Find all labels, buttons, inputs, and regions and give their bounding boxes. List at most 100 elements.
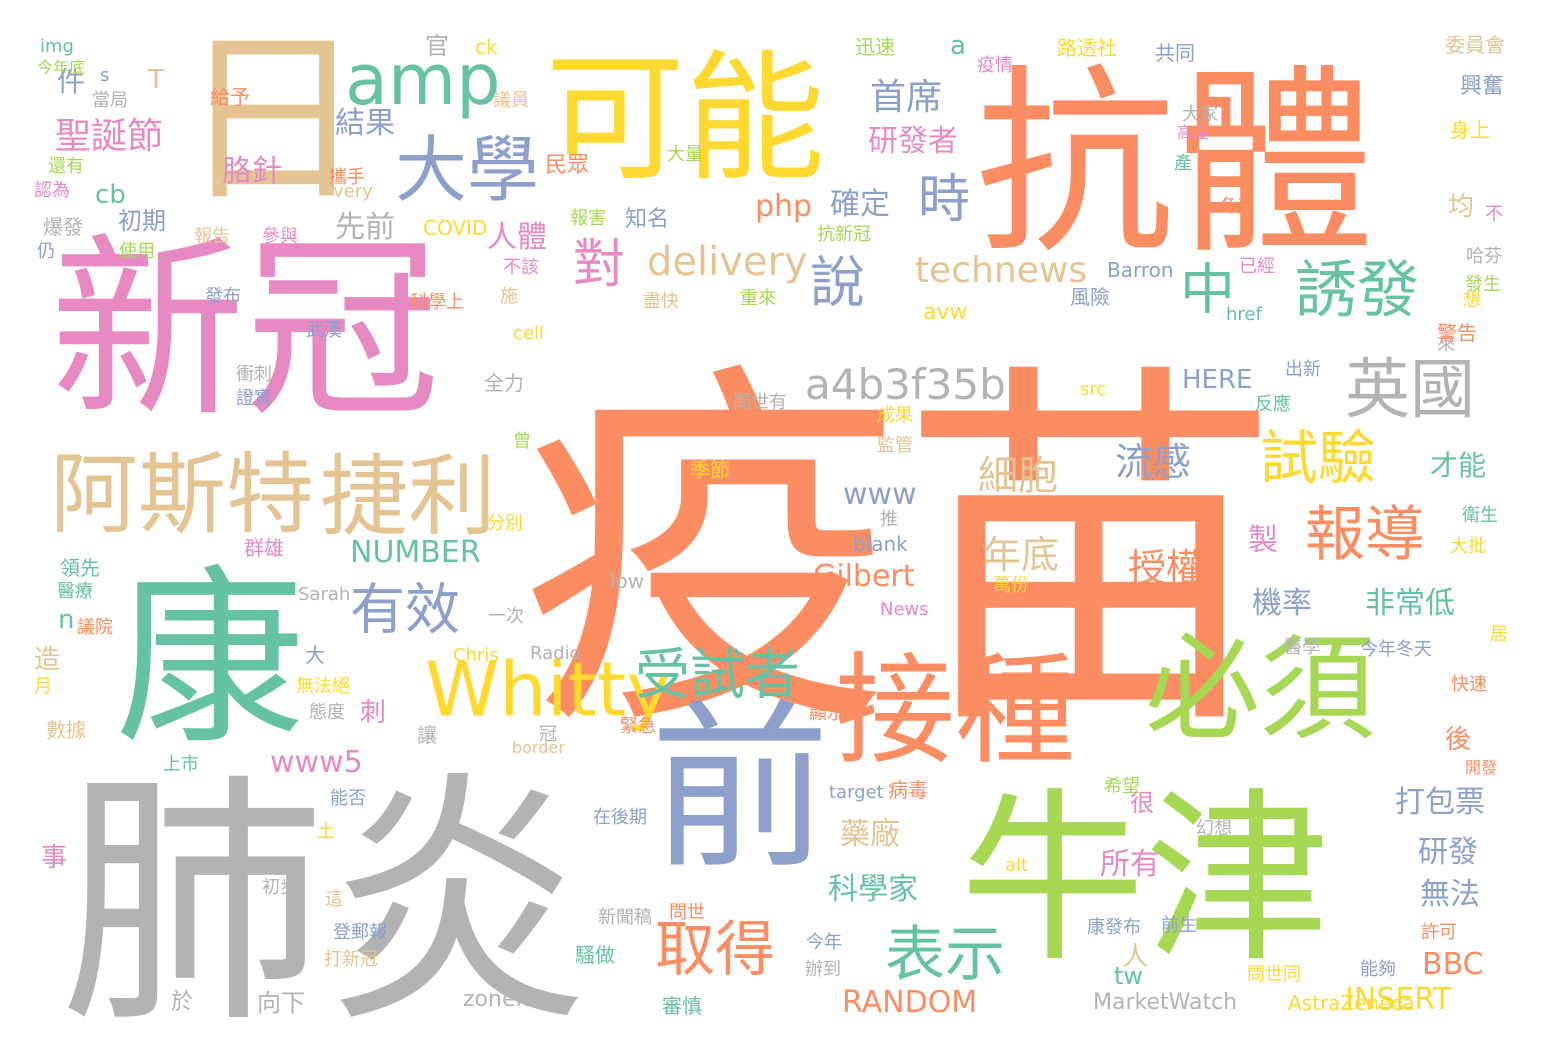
word-cloud-term: 無法 xyxy=(1420,877,1480,912)
word-cloud-term: 流感 xyxy=(1115,440,1192,484)
word-cloud-term: 接種 xyxy=(835,642,1075,781)
word-cloud-term: zoneid xyxy=(463,987,536,1012)
word-cloud-term: 許可 xyxy=(1421,922,1457,943)
word-cloud-term: 議員 xyxy=(493,90,529,111)
word-cloud-term: 知名 xyxy=(625,207,670,232)
word-cloud-term: 英國 xyxy=(1345,352,1476,428)
word-cloud-term: 機率 xyxy=(1252,586,1312,621)
word-cloud-term: 身上 xyxy=(1450,118,1490,142)
word-cloud-term: 武漢 xyxy=(306,320,342,341)
word-cloud-term: 認為 xyxy=(34,180,70,201)
word-cloud-term: 風險 xyxy=(1070,285,1110,309)
word-cloud-term: tw xyxy=(1114,962,1144,990)
word-cloud-term: 對 xyxy=(573,235,626,295)
word-cloud-term: very xyxy=(333,181,373,202)
word-cloud-term: 大批 xyxy=(1450,536,1486,557)
word-cloud-term: 均 xyxy=(1448,192,1475,222)
word-cloud-term: 月 xyxy=(34,676,52,697)
word-cloud-term: 盡快 xyxy=(643,291,679,312)
word-cloud-term: 大家 xyxy=(1182,104,1218,125)
word-cloud-term: 數據 xyxy=(46,718,86,742)
word-cloud-term: 中 xyxy=(1180,257,1236,322)
word-cloud-term: 病毒 xyxy=(888,778,928,802)
word-cloud-term: 共同 xyxy=(1155,41,1195,65)
word-cloud-term: 問世 xyxy=(669,902,705,923)
word-cloud-term: 爆發 xyxy=(43,215,83,239)
word-cloud-term: 取得 xyxy=(655,915,775,985)
word-cloud-term: 報害 xyxy=(570,208,606,229)
word-cloud-term: 事 xyxy=(41,843,68,873)
word-cloud-term: Chris xyxy=(453,645,499,666)
word-cloud-term: s xyxy=(100,65,110,86)
word-cloud-term: target xyxy=(829,782,884,803)
word-cloud-term: 大學 xyxy=(395,128,540,212)
word-cloud-term: 聖誕節 xyxy=(55,116,164,157)
word-cloud-term: Whitty xyxy=(425,645,671,734)
word-cloud-term: 發布 xyxy=(205,286,241,307)
word-cloud-term: 顯示 xyxy=(809,703,845,724)
word-cloud-term: 後 xyxy=(1445,725,1472,755)
word-cloud-term: amp xyxy=(345,39,501,121)
word-cloud-term: delivery xyxy=(647,239,808,285)
word-cloud-term: 仍 xyxy=(37,241,55,262)
word-cloud-term: 前生 xyxy=(1161,915,1197,936)
word-cloud-term: src xyxy=(1080,379,1107,400)
word-cloud-term: 牛津 xyxy=(960,771,1330,988)
word-cloud-term: 大 xyxy=(305,643,325,667)
word-cloud-term: 快速 xyxy=(1451,674,1487,695)
word-cloud-term: 證實 xyxy=(236,388,272,409)
word-cloud-term: low xyxy=(610,569,645,593)
word-cloud-term: 今年 xyxy=(806,932,842,953)
word-cloud-term: 冠 xyxy=(539,724,557,745)
word-cloud-term: 有效 xyxy=(350,577,461,642)
word-cloud-term: php xyxy=(755,189,813,224)
word-cloud-term: 肺炎 xyxy=(60,750,590,1052)
word-cloud-term: 科學上 xyxy=(410,292,464,313)
word-cloud-term: 報告 xyxy=(194,226,230,247)
word-cloud-term: 無法絕 xyxy=(296,676,350,697)
word-cloud-term: blank xyxy=(853,532,908,556)
word-cloud-term: 初步 xyxy=(262,877,298,898)
word-cloud-term: 捷利 xyxy=(320,445,497,548)
word-cloud-term: 萬份 xyxy=(993,575,1029,596)
word-cloud-term: 發生 xyxy=(1465,274,1501,295)
word-cloud-term: 時 xyxy=(918,170,971,230)
word-cloud-term: NUMBER xyxy=(350,535,481,570)
word-cloud-term: 向下 xyxy=(257,989,305,1017)
word-cloud-term: ck xyxy=(475,35,498,59)
word-cloud-term: 首席 xyxy=(870,77,943,118)
word-cloud-term: 在後期 xyxy=(593,807,647,828)
word-cloud-term: 衛生 xyxy=(1462,505,1498,526)
word-cloud-term: href xyxy=(1226,304,1262,325)
word-cloud-term: INSERT xyxy=(1345,982,1452,1017)
word-cloud-term: 態度 xyxy=(309,702,345,723)
word-cloud-term: 初期 xyxy=(118,207,166,235)
word-cloud-term: 醫療 xyxy=(57,581,93,602)
word-cloud-term: 群雄 xyxy=(244,536,284,560)
word-cloud-term: 領先 xyxy=(60,556,100,580)
word-cloud-term: 來 xyxy=(1437,334,1455,355)
word-cloud-term: 年底 xyxy=(983,533,1060,577)
word-cloud-term: 很 xyxy=(1130,789,1154,817)
word-cloud-term: 造 xyxy=(34,645,61,675)
word-cloud-term: 康 xyxy=(115,549,306,770)
word-cloud-term: a4b3f35b xyxy=(805,360,1006,409)
word-cloud-term: 人 xyxy=(1118,942,1148,968)
word-cloud-term: 確定 xyxy=(830,187,890,222)
word-cloud-term: Sarah xyxy=(298,584,351,605)
word-cloud-term: 問世同 xyxy=(1247,964,1301,985)
word-cloud-term: 阿斯特 xyxy=(50,443,315,546)
word-cloud-term: Barron xyxy=(1107,258,1174,282)
word-cloud-term: 給予 xyxy=(210,85,250,109)
word-cloud-term: News xyxy=(880,599,929,620)
word-cloud-term: 幻想 xyxy=(1196,818,1232,839)
word-cloud-term: 能否 xyxy=(330,788,366,809)
word-cloud-term: 已經 xyxy=(1239,256,1275,277)
word-cloud-term: technews xyxy=(915,250,1088,291)
word-cloud-term: RANDOM xyxy=(842,985,978,1020)
word-cloud-term: 推 xyxy=(880,509,898,530)
word-cloud-term: 讓 xyxy=(417,723,437,747)
word-cloud-term: 開發 xyxy=(1465,758,1498,777)
word-cloud-term: 當局 xyxy=(92,90,128,111)
